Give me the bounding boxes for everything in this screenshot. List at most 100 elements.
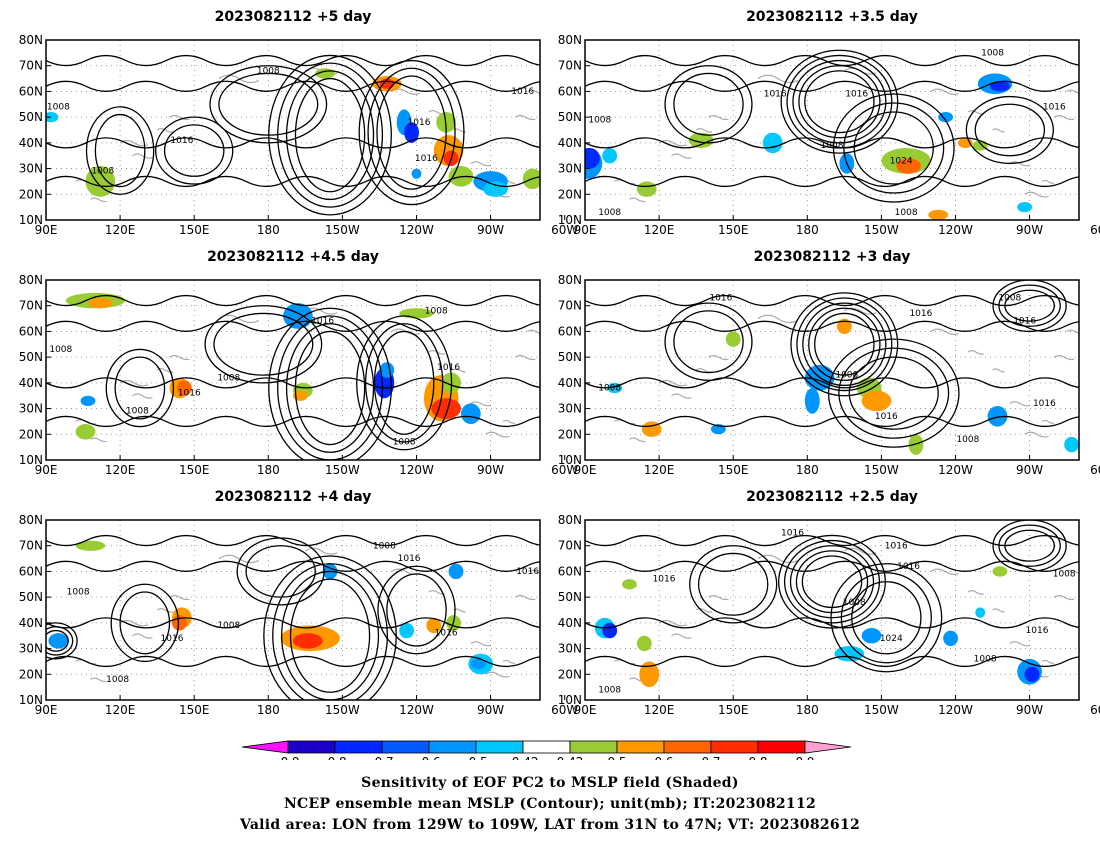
lat-tick-label: 10N [19, 453, 43, 467]
sensitivity-shade [688, 132, 714, 148]
mslp-contour [585, 617, 1079, 629]
contour-label: 1016 [1026, 626, 1049, 636]
lon-tick-label: 60W [551, 223, 578, 237]
coastline [658, 139, 688, 147]
contour-label: 1016 [437, 363, 460, 373]
lon-tick-label: 180 [257, 463, 280, 477]
lon-tick-label: 120E [105, 463, 136, 477]
sensitivity-shade [399, 622, 415, 639]
mslp-contour [777, 534, 887, 629]
coastline [119, 379, 149, 387]
sensitivity-shade [639, 661, 660, 688]
sensitivity-shade [602, 622, 618, 639]
sensitivity-shade [460, 403, 481, 424]
lat-tick-label: 20N [19, 427, 43, 441]
mslp-contour [277, 62, 384, 208]
sensitivity-shade [431, 398, 461, 419]
coastline [1053, 114, 1075, 121]
panel-frame [45, 39, 541, 221]
mslp-contour [697, 552, 769, 616]
lon-tick-label: 120W [399, 223, 434, 237]
mslp-contour [664, 65, 753, 144]
sensitivity-shade [87, 298, 113, 309]
sensitivity-shade [943, 630, 958, 646]
coastline [1024, 191, 1049, 198]
lat-tick-label: 70N [19, 299, 43, 313]
lon-tick-label: 90W [477, 223, 504, 237]
mslp-contour [46, 534, 540, 547]
mslp-contour [780, 49, 899, 154]
sensitivity-shade [470, 658, 486, 670]
lon-tick-label: 90W [477, 703, 504, 717]
sensitivity-shade [293, 390, 308, 401]
colorbar-segment [663, 740, 712, 754]
coastline [930, 568, 960, 575]
sensitivity-shade [1017, 202, 1033, 213]
map-panel: 1016 1008 1024 1016 1008 1008 1016 1008 1008 10N 2… [558, 33, 1100, 237]
sensitivity-shade [762, 132, 783, 154]
colorbar-segment [334, 740, 383, 754]
lat-tick-label: 80N [558, 33, 582, 47]
colorbar-tick-label: 0.8 [748, 755, 767, 760]
caption-line-3: Valid area: LON from 129W to 109W, LAT f… [239, 817, 861, 833]
mslp-contour [802, 302, 887, 387]
colorbar-segment [381, 740, 430, 754]
mslp-contour [213, 312, 314, 376]
lat-tick-label: 10N [558, 213, 582, 227]
contour-label: 1016 [516, 567, 539, 577]
contour-label: 1008 [1053, 570, 1076, 580]
contour-label: 1008 [49, 345, 72, 355]
lat-tick-label: 30N [558, 402, 582, 416]
colorbar-tick-label: -0.6 [417, 755, 440, 760]
coastline [514, 114, 536, 121]
mslp-contour [585, 377, 1079, 389]
mslp-contour [786, 54, 893, 149]
mslp-contour [294, 77, 366, 193]
sensitivity-shade [836, 318, 852, 334]
mslp-contour [664, 302, 753, 381]
lat-tick-label: 40N [558, 616, 582, 630]
lon-tick-label: 120E [644, 703, 675, 717]
mslp-contour [585, 54, 1079, 67]
mslp-contour [356, 315, 453, 451]
lon-tick-label: 120E [105, 703, 136, 717]
mslp-contour [285, 70, 375, 201]
contour-label: 1008 [598, 685, 621, 695]
lon-tick-label: 150E [179, 463, 210, 477]
mslp-contour [848, 356, 939, 430]
lat-tick-label: 50N [19, 110, 43, 124]
lat-tick-label: 70N [558, 539, 582, 553]
coastline [132, 393, 153, 399]
mslp-contour [585, 320, 1079, 332]
contour-label: 1008 [895, 208, 918, 218]
lat-tick-label: 40N [558, 376, 582, 390]
contour-label: 1016 [161, 634, 184, 644]
coastline [695, 608, 713, 613]
mslp-contour [827, 338, 960, 448]
coastline [658, 619, 688, 627]
lat-tick-label: 50N [558, 350, 582, 364]
colorbar-segment [616, 740, 665, 754]
coastline [527, 329, 540, 334]
sensitivity-shade [972, 140, 988, 151]
sensitivity-shade [85, 166, 116, 197]
sensitivity-shade [861, 390, 892, 412]
mslp-contour [218, 72, 319, 136]
panel-frame [584, 279, 1080, 461]
coastline [527, 89, 540, 94]
coastline [992, 608, 1005, 613]
mslp-contour [585, 80, 1079, 92]
mslp-contour [294, 330, 366, 446]
mslp-contour [965, 95, 1054, 165]
contour-label: 1016 [909, 309, 932, 319]
contour-label: 1008 [217, 621, 240, 631]
contour-label: 1008 [588, 115, 611, 125]
caption-line-1: Sensitivity of EOF PC2 to MSLP field (Sh… [361, 775, 739, 791]
lon-tick-label: 60W [1090, 223, 1100, 237]
lon-tick-label: 150E [718, 463, 749, 477]
coastline [671, 633, 692, 639]
coastline [671, 153, 692, 159]
coastline [1009, 161, 1030, 167]
sensitivity-shade [957, 137, 973, 148]
contour-label: 1008 [47, 102, 70, 112]
